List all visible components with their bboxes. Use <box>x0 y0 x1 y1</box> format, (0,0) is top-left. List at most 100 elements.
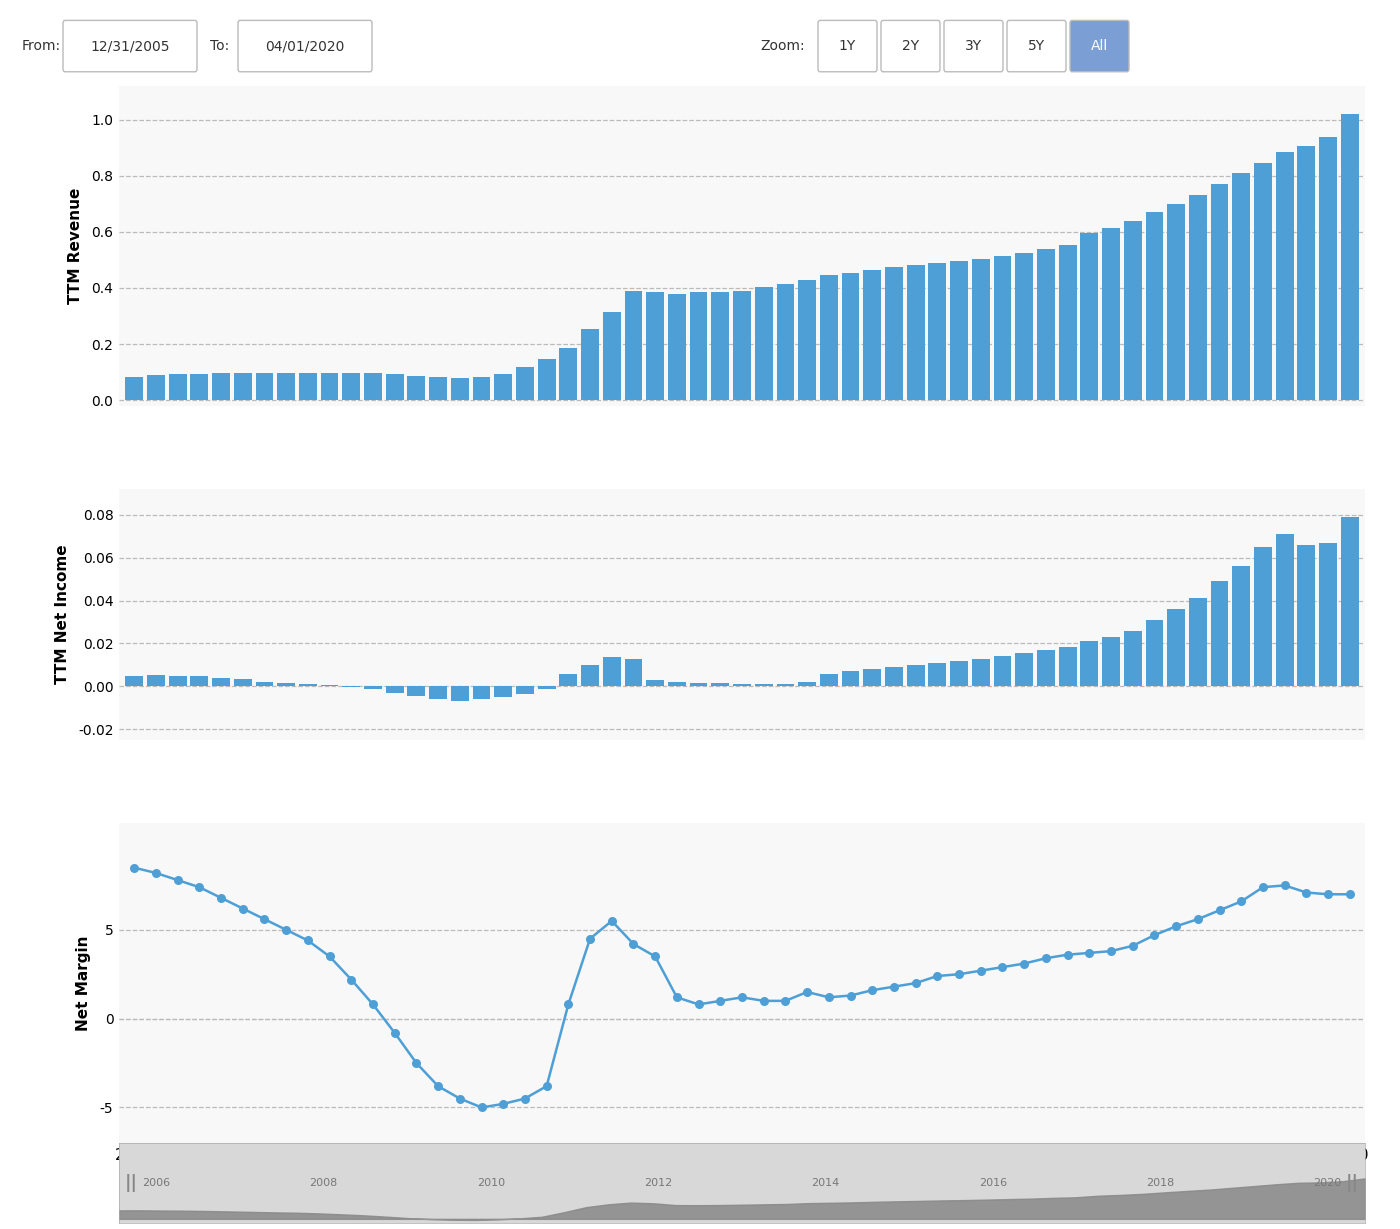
Bar <box>277 374 295 401</box>
Y-axis label: Net Margin: Net Margin <box>77 935 91 1031</box>
Text: 2020: 2020 <box>1313 1177 1341 1188</box>
Bar <box>928 662 946 687</box>
Bar <box>1145 619 1163 687</box>
Bar <box>386 375 403 401</box>
Text: 2010: 2010 <box>477 1177 505 1188</box>
Bar <box>1037 248 1054 401</box>
Bar <box>668 294 686 401</box>
Bar <box>517 687 533 694</box>
Bar <box>1015 253 1033 401</box>
Text: 2014: 2014 <box>812 1177 840 1188</box>
Bar <box>538 359 556 401</box>
Bar <box>994 656 1011 687</box>
Bar <box>494 374 512 401</box>
Bar <box>820 673 837 687</box>
Bar <box>1081 642 1098 687</box>
Bar <box>1145 213 1163 401</box>
Text: 2012: 2012 <box>644 1177 672 1188</box>
Bar <box>1058 246 1077 401</box>
Bar <box>1168 610 1184 687</box>
Bar <box>907 665 924 687</box>
Bar <box>1015 653 1033 687</box>
Bar <box>213 678 230 687</box>
Bar <box>1341 517 1359 687</box>
Bar <box>1058 646 1077 687</box>
Bar <box>798 682 816 687</box>
Text: To:: To: <box>210 39 230 53</box>
Bar <box>885 667 903 687</box>
Text: 1Y: 1Y <box>839 39 857 53</box>
Bar <box>407 687 426 696</box>
Text: Zoom:: Zoom: <box>760 39 805 53</box>
Bar <box>1189 195 1207 401</box>
Bar <box>169 375 186 401</box>
Bar <box>951 262 967 401</box>
Y-axis label: TTM Net Income: TTM Net Income <box>55 544 70 685</box>
Bar <box>517 367 533 401</box>
Bar <box>451 379 469 401</box>
Bar <box>668 682 686 687</box>
Bar <box>994 256 1011 401</box>
Bar <box>321 372 339 401</box>
Bar <box>1168 204 1184 401</box>
Bar <box>430 377 447 401</box>
Bar <box>734 683 750 687</box>
Bar <box>1081 234 1098 401</box>
Bar <box>256 682 273 687</box>
Text: 3Y: 3Y <box>965 39 981 53</box>
Bar <box>798 279 816 401</box>
Bar <box>277 683 295 687</box>
Bar <box>1319 136 1337 401</box>
Bar <box>690 683 707 687</box>
Bar <box>603 312 620 401</box>
Bar <box>951 661 967 687</box>
Bar <box>581 328 599 401</box>
Bar <box>1232 567 1250 687</box>
Bar <box>1211 184 1228 401</box>
Bar <box>1341 114 1359 401</box>
Bar <box>407 376 426 401</box>
Bar <box>1298 544 1315 687</box>
Bar <box>690 293 707 401</box>
Bar <box>1037 650 1054 687</box>
Bar <box>864 670 881 687</box>
Bar <box>864 269 881 401</box>
Bar <box>300 372 316 401</box>
Bar <box>885 267 903 401</box>
Bar <box>647 680 664 687</box>
Bar <box>494 687 512 697</box>
Bar <box>300 683 316 687</box>
Text: All: All <box>1091 39 1109 53</box>
Bar <box>1275 152 1294 401</box>
Bar <box>234 372 252 401</box>
Bar <box>624 659 643 687</box>
Text: From:: From: <box>22 39 62 53</box>
Bar <box>364 372 382 401</box>
FancyBboxPatch shape <box>944 21 1002 71</box>
Bar <box>777 683 794 687</box>
Bar <box>190 374 209 401</box>
Bar <box>907 265 924 401</box>
Text: 04/01/2020: 04/01/2020 <box>266 39 344 53</box>
Bar <box>841 273 860 401</box>
Text: 2Y: 2Y <box>902 39 918 53</box>
FancyBboxPatch shape <box>1070 21 1128 71</box>
Text: ||: || <box>125 1174 139 1192</box>
Bar <box>624 291 643 401</box>
Bar <box>538 687 556 688</box>
Bar <box>820 275 837 401</box>
Bar <box>1211 581 1228 687</box>
Bar <box>711 293 729 401</box>
Text: 12/31/2005: 12/31/2005 <box>90 39 169 53</box>
Bar <box>647 293 664 401</box>
Y-axis label: TTM Revenue: TTM Revenue <box>69 188 83 304</box>
Bar <box>560 673 577 687</box>
Bar <box>147 375 165 401</box>
Bar <box>343 372 360 401</box>
Bar <box>125 676 143 687</box>
Bar <box>473 377 490 401</box>
FancyBboxPatch shape <box>818 21 876 71</box>
Bar <box>473 687 490 699</box>
Bar <box>234 678 252 687</box>
Bar <box>777 284 794 401</box>
